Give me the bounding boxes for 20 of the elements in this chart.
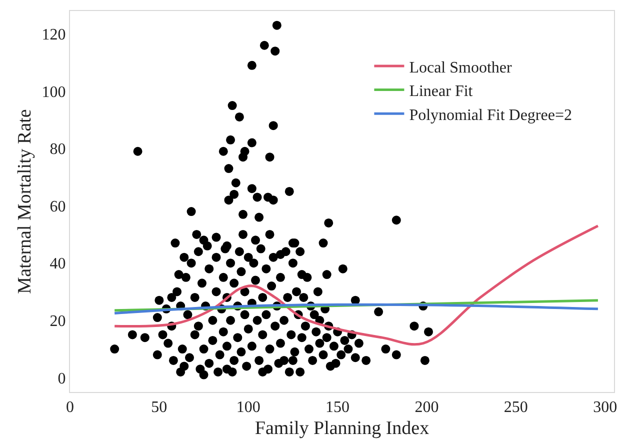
legend-label: Linear Fit (409, 83, 474, 100)
x-tick-label: 200 (414, 399, 439, 416)
y-tick-label: 40 (50, 256, 66, 273)
x-tick-label: 50 (151, 399, 168, 416)
y-tick-label: 80 (50, 141, 66, 158)
y-tick-label: 20 (50, 312, 66, 330)
y-tick-label: 100 (42, 84, 66, 101)
x-tick-label: 250 (504, 399, 528, 416)
x-tick-label: 300 (593, 399, 618, 416)
y-tick-label: 0 (58, 370, 66, 388)
line-series (113, 224, 600, 346)
y-tick-label: 120 (42, 26, 66, 44)
x-tick-label: 150 (326, 399, 350, 416)
y-tick-label: 60 (50, 198, 66, 216)
x-tick-label: 100 (236, 399, 260, 416)
legend-label: Polynomial Fit Degree=2 (409, 106, 572, 124)
y-axis-title: Maternal Mortality Rate (14, 109, 36, 294)
line-series (113, 303, 600, 314)
x-axis-title: Family Planning Index (254, 418, 430, 439)
legend-label: Local Smoother (409, 59, 513, 76)
